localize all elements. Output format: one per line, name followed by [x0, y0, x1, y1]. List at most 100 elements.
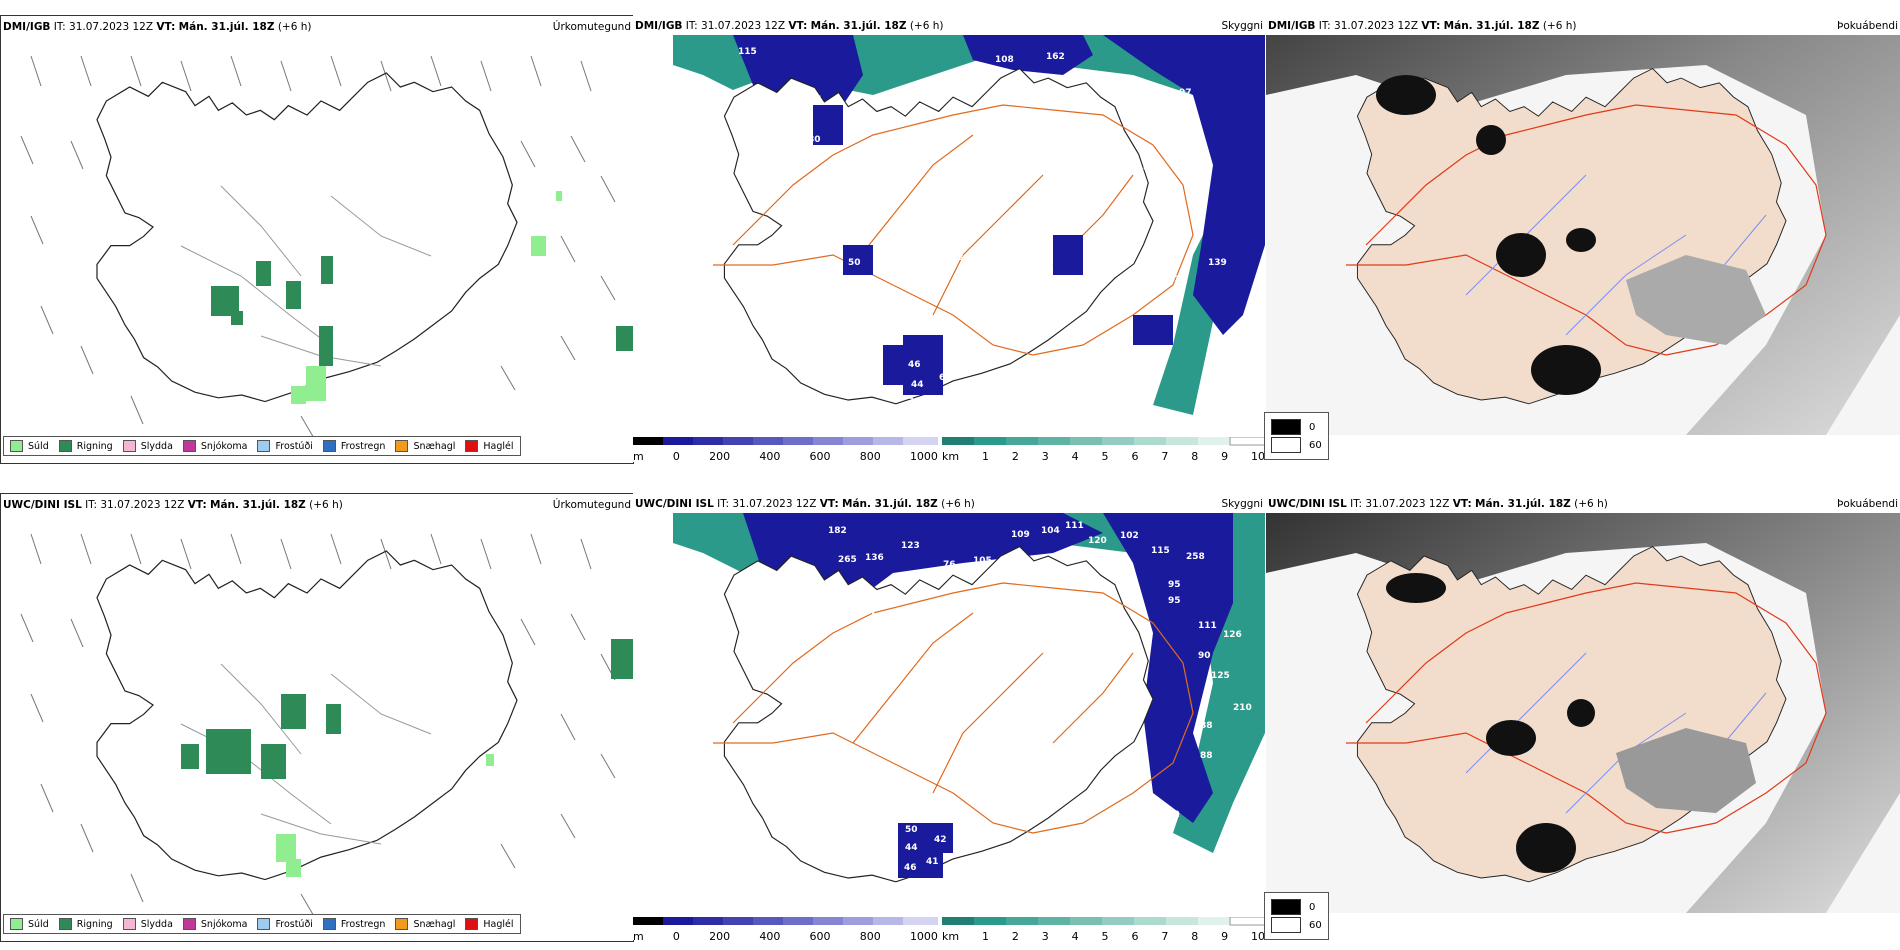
vis-label: 123: [901, 541, 920, 551]
vis-label: 45: [1148, 270, 1161, 280]
visibility-map: [633, 35, 1265, 435]
vis-label: 72: [1128, 91, 1141, 101]
vis-label: 50: [1148, 283, 1161, 293]
vis-label: 80: [808, 135, 821, 145]
vis-label: 46: [904, 863, 917, 873]
vis-label: 55: [855, 281, 868, 291]
vis-label: 78: [951, 253, 964, 263]
elevation-colorbar: m 0 200 400 600 800 1000: [633, 917, 938, 943]
vis-label: 108: [995, 55, 1014, 65]
vis-label: 50: [848, 258, 861, 268]
vis-label: 115: [738, 47, 757, 57]
vis-label: 39: [908, 397, 921, 407]
precip-panel-bottom: UWC/DINI ISL IT: 31.07.2023 12Z VT: Mán.…: [0, 493, 634, 942]
visibility-panel-top: DMI/IGB IT: 31.07.2023 12Z VT: Mán. 31.j…: [633, 15, 1265, 462]
legend-item: Frostregn: [322, 440, 385, 452]
legend-item: Snjókoma: [182, 918, 247, 930]
panel-header: DMI/IGB IT: 31.07.2023 12Z VT: Mán. 31.j…: [3, 21, 312, 33]
precip-panel-top: DMI/IGB IT: 31.07.2023 12Z VT: Mán. 31.j…: [0, 15, 634, 464]
vis-label: 66: [870, 590, 883, 600]
legend-item: Snæhagl: [395, 918, 455, 930]
panel-header: DMI/IGB IT: 31.07.2023 12Z VT: Mán. 31.j…: [635, 20, 944, 32]
legend-item: Frostregn: [322, 918, 385, 930]
vis-label: 265: [838, 555, 857, 565]
panel-title: Skyggni: [1221, 20, 1264, 32]
legend-item: Frostúði: [257, 918, 313, 930]
panel-title: Þokuábendi: [1837, 20, 1898, 32]
legend-item: Súld: [10, 440, 49, 452]
fog-legend: 0 60: [1264, 412, 1329, 460]
vis-label: 90: [1198, 651, 1211, 661]
vis-label: 44: [911, 380, 924, 390]
vis-label: 95: [1168, 580, 1181, 590]
vis-label: 136: [865, 553, 884, 563]
panel-title: Þokuábendi: [1837, 498, 1898, 510]
legend-item: Slydda: [122, 440, 173, 452]
vis-label: 42: [934, 835, 947, 845]
vis-label: 73: [1168, 275, 1181, 285]
legend-item: Rigning: [58, 918, 113, 930]
panel-header: UWC/DINI ISL IT: 31.07.2023 12Z VT: Mán.…: [1268, 498, 1608, 510]
panel-header: UWC/DINI ISL IT: 31.07.2023 12Z VT: Mán.…: [3, 499, 343, 511]
vis-label: 258: [1186, 552, 1205, 562]
legend-item: Haglél: [465, 440, 514, 452]
vis-label: 76: [943, 560, 956, 570]
precip-map: [20, 533, 633, 919]
vis-label: 41: [926, 857, 939, 867]
vis-label: 927: [858, 607, 877, 617]
vis-label: 84: [1143, 163, 1156, 173]
vis-label: 182: [828, 526, 847, 536]
precip-legend: Súld Rigning Slydda Snjókoma Frostúði Fr…: [3, 436, 521, 456]
vis-label: 89: [1186, 180, 1199, 190]
fog-panel-bottom: UWC/DINI ISL IT: 31.07.2023 12Z VT: Mán.…: [1266, 493, 1900, 940]
vis-label: 117: [1173, 122, 1192, 132]
vis-label: 125: [1211, 671, 1230, 681]
legend-item: Haglél: [465, 918, 514, 930]
vis-label: 111: [1198, 621, 1217, 631]
fog-panel-top: DMI/IGB IT: 31.07.2023 12Z VT: Mán. 31.j…: [1266, 15, 1900, 462]
vis-label: 44: [905, 843, 918, 853]
vis-label: 97: [944, 690, 957, 700]
vis-label: 184: [803, 95, 822, 105]
legend-item: Snjókoma: [182, 440, 247, 452]
vis-label: 61: [939, 373, 952, 383]
precip-legend: Súld Rigning Slydda Snjókoma Frostúði Fr…: [3, 914, 521, 934]
vis-label: 65: [1003, 325, 1016, 335]
vis-label: 162: [1046, 52, 1065, 62]
vis-label: 88: [1200, 721, 1213, 731]
vis-label: 97: [1179, 88, 1192, 98]
vis-label: 46: [931, 395, 944, 405]
vis-label: 102: [1120, 531, 1139, 541]
vis-label: 136: [783, 165, 802, 175]
vis-label: 139: [1208, 258, 1227, 268]
visibility-colorbar: km 1 2 3 4 5 6 7 8 9 10: [942, 916, 1266, 943]
panel-header: DMI/IGB IT: 31.07.2023 12Z VT: Mán. 31.j…: [1268, 20, 1577, 32]
vis-label: 111: [1065, 521, 1084, 531]
vis-label: 115: [1151, 546, 1170, 556]
vis-label: 109: [1011, 530, 1030, 540]
vis-label: 112: [1161, 810, 1180, 820]
visibility-colorbar: km 1 2 3 4 5 6 7 8 9 10: [942, 436, 1266, 463]
fog-legend: 0 60: [1264, 892, 1329, 940]
elevation-colorbar: m 0 200 400 600 800 1000: [633, 437, 938, 463]
panel-header: UWC/DINI ISL IT: 31.07.2023 12Z VT: Mán.…: [635, 498, 975, 510]
visibility-map: [633, 513, 1265, 913]
legend-item: Súld: [10, 918, 49, 930]
vis-label: 88: [1200, 751, 1213, 761]
legend-item: Slydda: [122, 918, 173, 930]
legend-item: Snæhagl: [395, 440, 455, 452]
vis-label: 126: [1223, 630, 1242, 640]
fog-map: [1266, 35, 1900, 435]
legend-item: Frostúði: [257, 440, 313, 452]
panel-title: Skyggni: [1221, 498, 1264, 510]
fog-map: [1266, 513, 1900, 913]
panel-title: Úrkomutegund: [552, 499, 631, 511]
legend-item: Rigning: [58, 440, 113, 452]
visibility-panel-bottom: UWC/DINI ISL IT: 31.07.2023 12Z VT: Mán.…: [633, 493, 1265, 940]
vis-label: 84: [973, 82, 986, 92]
vis-label: 50: [905, 825, 918, 835]
vis-label: 120: [1088, 536, 1107, 546]
vis-label: 80: [1168, 152, 1181, 162]
vis-label: 43: [763, 115, 776, 125]
vis-label: 210: [1233, 703, 1252, 713]
